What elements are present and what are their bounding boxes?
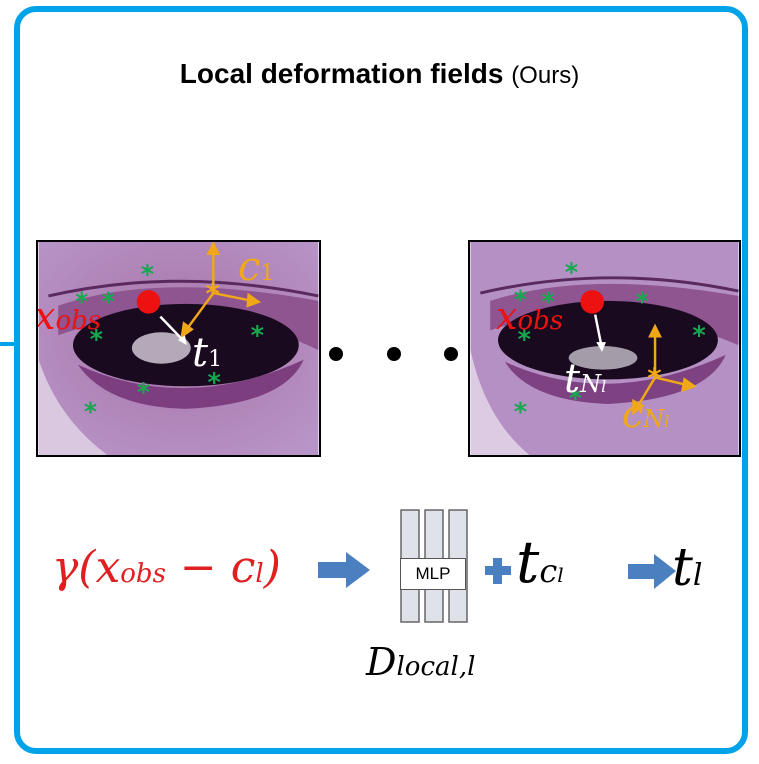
title-main: Local deformation fields — [179, 58, 504, 89]
center-label-c1: c1 — [238, 244, 275, 290]
ellipsis-dot — [329, 347, 343, 361]
mlp-label: MLP — [400, 558, 466, 590]
translation-t-cl: tcl — [516, 528, 564, 596]
translation-label-t-nl: tNl — [564, 356, 607, 402]
translation-label-t1: t1 — [192, 330, 223, 376]
keypoint-marker: * — [251, 321, 264, 351]
translation-t-l: tl — [672, 538, 703, 598]
positional-encoding-formula: γ(xobs − cl) — [52, 542, 281, 593]
ellipsis-dot — [444, 347, 458, 361]
panel-2-annotations: * * * * * * * * * — [514, 258, 706, 428]
mouth-image-panel-2: * * * * * * * * * xobs tNl cNl — [468, 240, 741, 457]
keypoint-marker: * — [101, 288, 114, 318]
query-label-x-obs-2: xobs — [496, 294, 564, 338]
keypoint-marker: * — [141, 260, 154, 290]
keypoint-marker: * — [137, 378, 150, 408]
keypoint-marker: * — [565, 258, 578, 288]
keypoint-marker: * — [207, 368, 220, 398]
mouth-image-panel-1: * * * * * * * * * c1 xobs t1 — [36, 240, 321, 457]
keypoint-marker: * — [635, 288, 648, 318]
mouth-image-1 — [38, 242, 319, 455]
query-point — [136, 290, 161, 314]
query-label-x-obs-1: xobs — [36, 294, 102, 338]
keypoint-marker: * — [75, 288, 88, 318]
panel-1-annotations: * * * * * * * * * — [75, 242, 264, 428]
keypoint-marker: * — [541, 288, 554, 318]
mouth-image-2 — [470, 242, 739, 455]
keypoint-marker: * — [569, 384, 582, 414]
center-label-c-nl: cNl — [622, 392, 670, 436]
keypoint-marker: * — [514, 398, 527, 428]
query-point — [580, 290, 605, 314]
frame-connector — [0, 342, 14, 346]
ellipsis-dot — [387, 347, 401, 361]
svg-text:*: * — [205, 278, 219, 310]
svg-text:*: * — [647, 362, 661, 394]
keypoint-marker: * — [84, 398, 97, 428]
keypoint-marker: * — [518, 325, 531, 355]
figure-title: Local deformation fields (Ours) — [0, 58, 759, 90]
keypoint-marker: * — [514, 286, 527, 316]
title-suffix: (Ours) — [511, 62, 580, 89]
keypoint-marker: * — [692, 321, 705, 351]
mlp-name-d-local: Dlocal,l — [366, 640, 476, 684]
keypoint-marker: * — [90, 325, 103, 355]
